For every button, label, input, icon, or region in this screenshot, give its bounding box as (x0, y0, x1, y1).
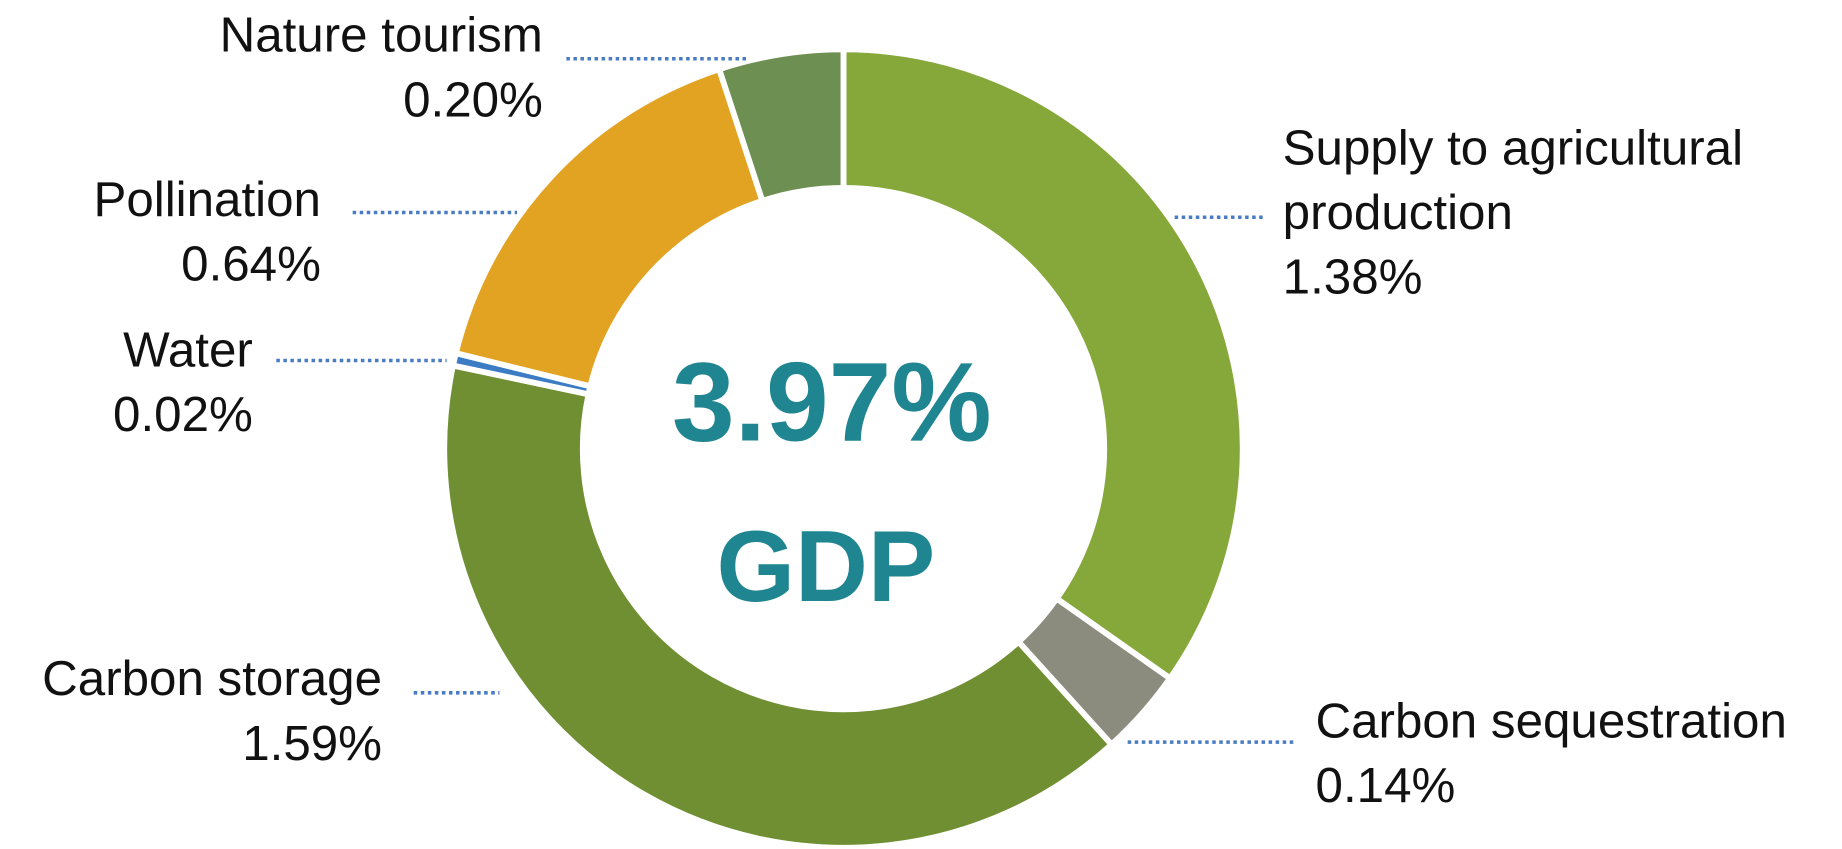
category-label: Nature tourism (220, 8, 543, 63)
chart: 3.97% GDP Supply to agriculturalproducti… (0, 0, 1842, 849)
category-label: Pollination (93, 172, 320, 227)
center-sublabel: GDP (716, 511, 935, 623)
value-label: 1.38% (1283, 250, 1423, 305)
value-label: 1.59% (242, 716, 382, 771)
center-label: 3.97% (672, 338, 992, 464)
category-label: Carbon storage (42, 651, 382, 706)
value-label: 0.64% (181, 237, 321, 292)
value-label: 0.14% (1316, 758, 1456, 813)
category-label: Carbon sequestration (1316, 693, 1787, 748)
value-label: 0.02% (113, 387, 253, 442)
category-label: Water (123, 322, 253, 377)
page: {"chart_data": { "type": "donut", "categ… (0, 0, 1842, 849)
value-label: 0.20% (403, 72, 543, 127)
